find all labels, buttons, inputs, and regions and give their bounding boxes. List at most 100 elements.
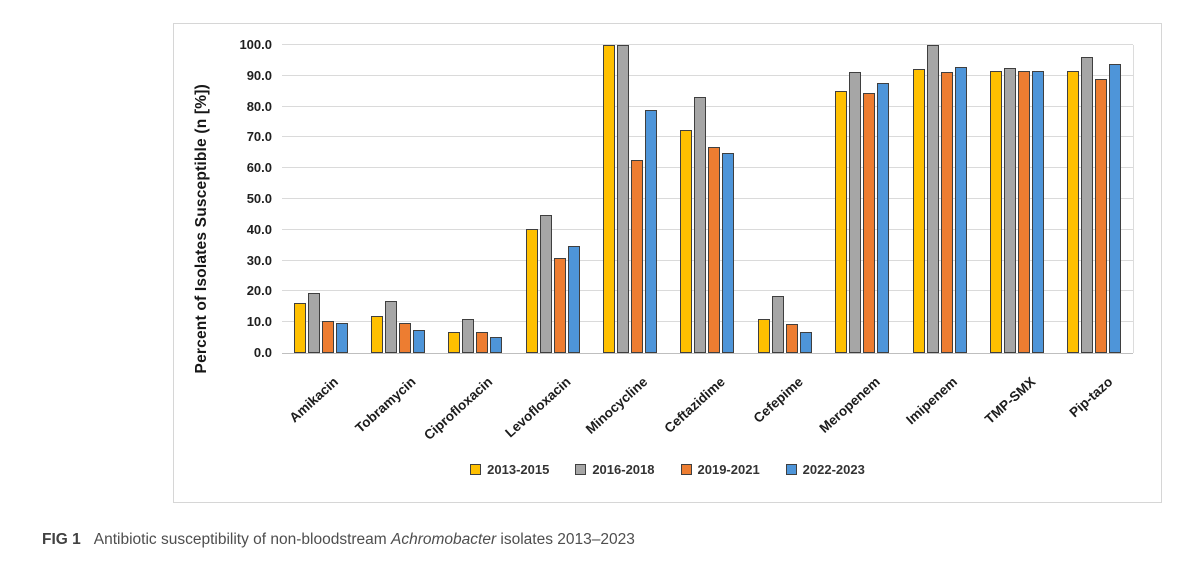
plot-area xyxy=(282,44,1134,354)
legend-item: 2013-2015 xyxy=(470,462,549,477)
bar xyxy=(307,293,320,353)
x-axis-label: Imipenem xyxy=(903,374,961,428)
bar-groups xyxy=(282,45,1133,353)
bar xyxy=(553,258,566,353)
bar-group-tmp-smx xyxy=(978,45,1055,353)
bar xyxy=(321,321,334,353)
y-axis-tick-label: 30.0 xyxy=(246,252,272,268)
y-axis-tick-label: 40.0 xyxy=(246,221,272,237)
bar xyxy=(785,324,798,353)
bar xyxy=(1095,79,1108,353)
legend-label: 2016-2018 xyxy=(592,462,655,477)
x-axis-label-cell: Cefepime xyxy=(747,354,824,464)
x-axis-label-cell: TMP-SMX xyxy=(979,354,1056,464)
gridline xyxy=(282,167,1133,169)
bar xyxy=(645,110,658,353)
legend-label: 2019-2021 xyxy=(697,462,760,477)
gridline xyxy=(282,259,1133,261)
bar-group-ciprofloxacin xyxy=(437,45,514,353)
x-axis-label: Minocycline xyxy=(583,374,651,437)
x-axis-label: Meropenem xyxy=(816,374,883,436)
x-axis-label-cell: Levofloxacin xyxy=(502,354,591,464)
bar-group-amikacin xyxy=(282,45,359,353)
bar xyxy=(771,296,784,353)
gridline xyxy=(282,74,1133,76)
bar xyxy=(631,160,644,353)
bar xyxy=(399,323,412,353)
legend-swatch-icon xyxy=(680,464,692,475)
bar xyxy=(694,97,707,353)
bar xyxy=(926,45,939,353)
bar xyxy=(525,229,538,353)
bar xyxy=(1003,68,1016,353)
x-axis-label-cell: Ceftazidime xyxy=(662,354,746,464)
legend-swatch-icon xyxy=(470,464,482,475)
legend-item: 2016-2018 xyxy=(575,462,655,477)
gridline xyxy=(282,105,1133,107)
y-axis-tick-label: 100.0 xyxy=(239,37,272,52)
bar xyxy=(1081,57,1094,353)
bar xyxy=(912,69,925,353)
gridline xyxy=(282,290,1133,292)
x-axis-labels: Amikacin Tobramycin Ciprofloxacin Levofloxa… xyxy=(282,354,1134,464)
bar xyxy=(462,319,475,353)
y-axis-tick-label: 20.0 xyxy=(246,283,272,299)
bar xyxy=(490,337,503,353)
bar-group-tobramycin xyxy=(359,45,436,353)
bar-group-pip-tazo xyxy=(1056,45,1133,353)
bar xyxy=(863,93,876,353)
x-axis-label-cell: Imipenem xyxy=(902,354,979,464)
x-axis-label: Cefepime xyxy=(750,374,806,426)
x-axis-label: Amikacin xyxy=(286,374,341,426)
bar xyxy=(567,246,580,353)
bar xyxy=(413,330,426,353)
y-axis-tick-label: 70.0 xyxy=(246,129,272,145)
x-axis-label: Ceftazidime xyxy=(661,374,729,436)
y-axis-tick-label: 60.0 xyxy=(246,160,272,176)
x-axis-label: TMP-SMX xyxy=(981,374,1038,427)
x-axis-label-cell: Meropenem xyxy=(817,354,901,464)
bar xyxy=(476,332,489,353)
gridline xyxy=(282,198,1133,199)
gridline xyxy=(282,136,1133,138)
y-axis-tick-label: 10.0 xyxy=(246,314,272,330)
y-axis-tick-label: 0.0 xyxy=(253,345,272,360)
legend-swatch-icon xyxy=(785,464,797,475)
legend-label: 2022-2023 xyxy=(802,462,865,477)
legend-item: 2022-2023 xyxy=(785,462,865,477)
bar xyxy=(849,72,862,353)
x-axis-label: Pip-tazo xyxy=(1066,374,1116,421)
x-axis-label-cell: Ciprofloxacin xyxy=(422,354,514,464)
figure-caption: FIG 1 Antibiotic susceptibility of non-bl… xyxy=(42,531,635,549)
bar xyxy=(877,83,890,353)
bar xyxy=(799,332,812,353)
bar xyxy=(1067,71,1080,353)
bar-group-levofloxacin xyxy=(514,45,591,353)
bar xyxy=(835,91,848,353)
bar xyxy=(448,332,461,353)
bar xyxy=(1017,71,1030,353)
y-axis-tick-label: 80.0 xyxy=(246,98,272,114)
x-axis-label-cell: Pip-tazo xyxy=(1057,354,1134,464)
bar-group-meropenem xyxy=(824,45,901,353)
bar xyxy=(708,147,721,353)
bar xyxy=(1031,71,1044,353)
bar xyxy=(757,319,770,353)
bar xyxy=(385,301,398,353)
gridline xyxy=(282,321,1133,323)
legend-swatch-icon xyxy=(575,464,587,475)
x-axis-label-cell: Minocycline xyxy=(583,354,669,464)
bar-group-ceftazidime xyxy=(669,45,746,353)
bar xyxy=(940,72,953,353)
bar xyxy=(539,215,552,353)
x-axis-label: Tobramycin xyxy=(352,374,419,436)
x-axis-label-cell: Amikacin xyxy=(282,354,359,464)
x-axis-label-cell: Tobramycin xyxy=(352,354,436,464)
bar xyxy=(293,303,306,353)
y-axis-tick-label: 50.0 xyxy=(246,191,272,206)
gridline xyxy=(282,44,1133,45)
bar xyxy=(954,67,967,353)
bar xyxy=(1109,64,1122,353)
figure-caption-italic-term: Achromobacter xyxy=(391,531,497,548)
